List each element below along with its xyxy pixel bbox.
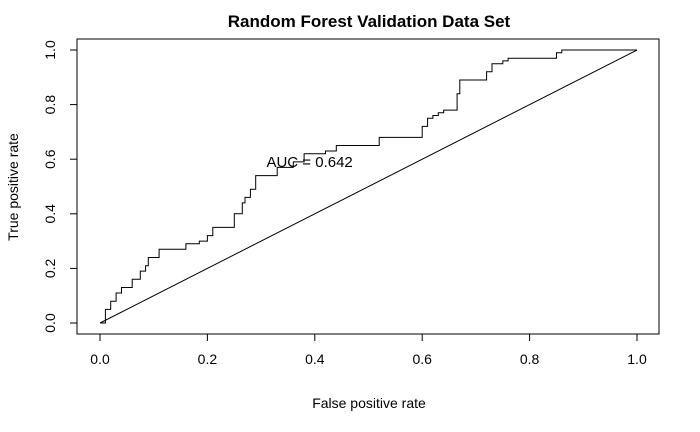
auc-annotation: AUC = 0.642	[266, 154, 352, 171]
x-tick-label: 0.8	[520, 351, 540, 367]
y-tick-label: 0.6	[42, 149, 58, 169]
series-layer	[99, 49, 638, 324]
x-axis-label: False positive rate	[312, 395, 426, 411]
y-tick-label: 0.0	[42, 313, 58, 333]
x-tick-label: 0.6	[412, 351, 432, 367]
x-tick-label: 0.4	[305, 351, 325, 367]
diagonal-reference-line	[99, 49, 638, 324]
y-tick-label: 0.4	[42, 204, 58, 224]
chart-title: Random Forest Validation Data Set	[228, 12, 511, 31]
y-tick-label: 0.2	[42, 258, 58, 278]
x-tick-label: 1.0	[627, 351, 647, 367]
x-tick-label: 0.0	[90, 351, 110, 367]
roc-curve-line	[100, 49, 637, 324]
y-axis: 0.0 0.2 0.4 0.6 0.8 1.0	[42, 40, 77, 333]
y-tick-label: 0.8	[42, 95, 58, 115]
plot-frame	[76, 38, 660, 335]
x-tick-label: 0.2	[198, 351, 218, 367]
y-axis-label: True positive rate	[5, 133, 21, 241]
x-axis: 0.0 0.2 0.4 0.6 0.8 1.0	[90, 334, 647, 367]
y-tick-label: 1.0	[42, 40, 58, 60]
